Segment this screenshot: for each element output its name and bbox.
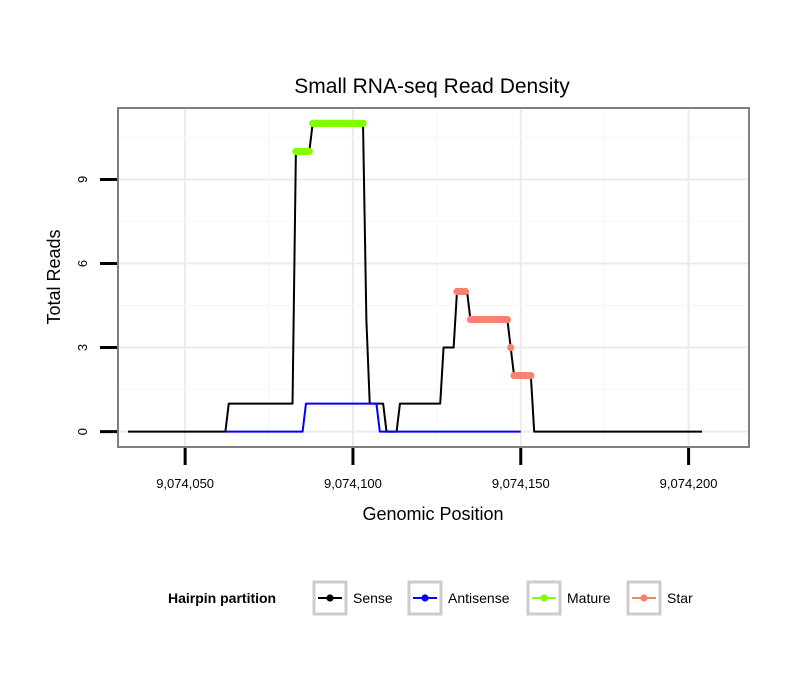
y-axis: 0 3 6 9 [75, 176, 117, 435]
y-tick-label: 0 [75, 428, 90, 435]
mature-point [305, 147, 313, 156]
legend-key-dot-star [640, 594, 648, 602]
legend-title: Hairpin partition [168, 590, 276, 606]
legend-key-dot-sense [326, 594, 334, 602]
legend-label-antisense: Antisense [448, 590, 510, 606]
legend-key-dot-mature [540, 594, 548, 602]
x-tick-label: 9,074,100 [324, 476, 382, 491]
x-tick-label: 9,074,050 [156, 476, 214, 491]
plot-panel-background [118, 108, 749, 447]
x-tick-label: 9,074,200 [660, 476, 718, 491]
star-point [527, 371, 535, 380]
chart-title: Small RNA-seq Read Density [294, 75, 570, 98]
x-tick-label: 9,074,150 [492, 476, 550, 491]
y-tick-label: 3 [75, 344, 90, 351]
mature-point [359, 119, 367, 128]
star-point [461, 287, 469, 296]
legend-label-star: Star [667, 590, 693, 606]
star-point [503, 315, 511, 324]
legend: Hairpin partition Sense Antisense Mature St… [168, 580, 693, 616]
grid-lines [118, 108, 749, 447]
y-tick-label: 9 [75, 176, 90, 183]
y-axis-title: Total Reads [44, 229, 64, 324]
x-axis-title: Genomic Position [362, 504, 503, 524]
star-point [507, 343, 515, 352]
plot-panel-border [117, 107, 750, 448]
series-layer [128, 119, 703, 433]
legend-key-dot-antisense [421, 594, 429, 602]
antisense-series-line [225, 402, 521, 433]
y-tick-label: 6 [75, 260, 90, 267]
x-axis: 9,074,050 9,074,100 9,074,150 9,074,200 [156, 448, 718, 491]
legend-label-sense: Sense [353, 590, 393, 606]
legend-label-mature: Mature [567, 590, 611, 606]
